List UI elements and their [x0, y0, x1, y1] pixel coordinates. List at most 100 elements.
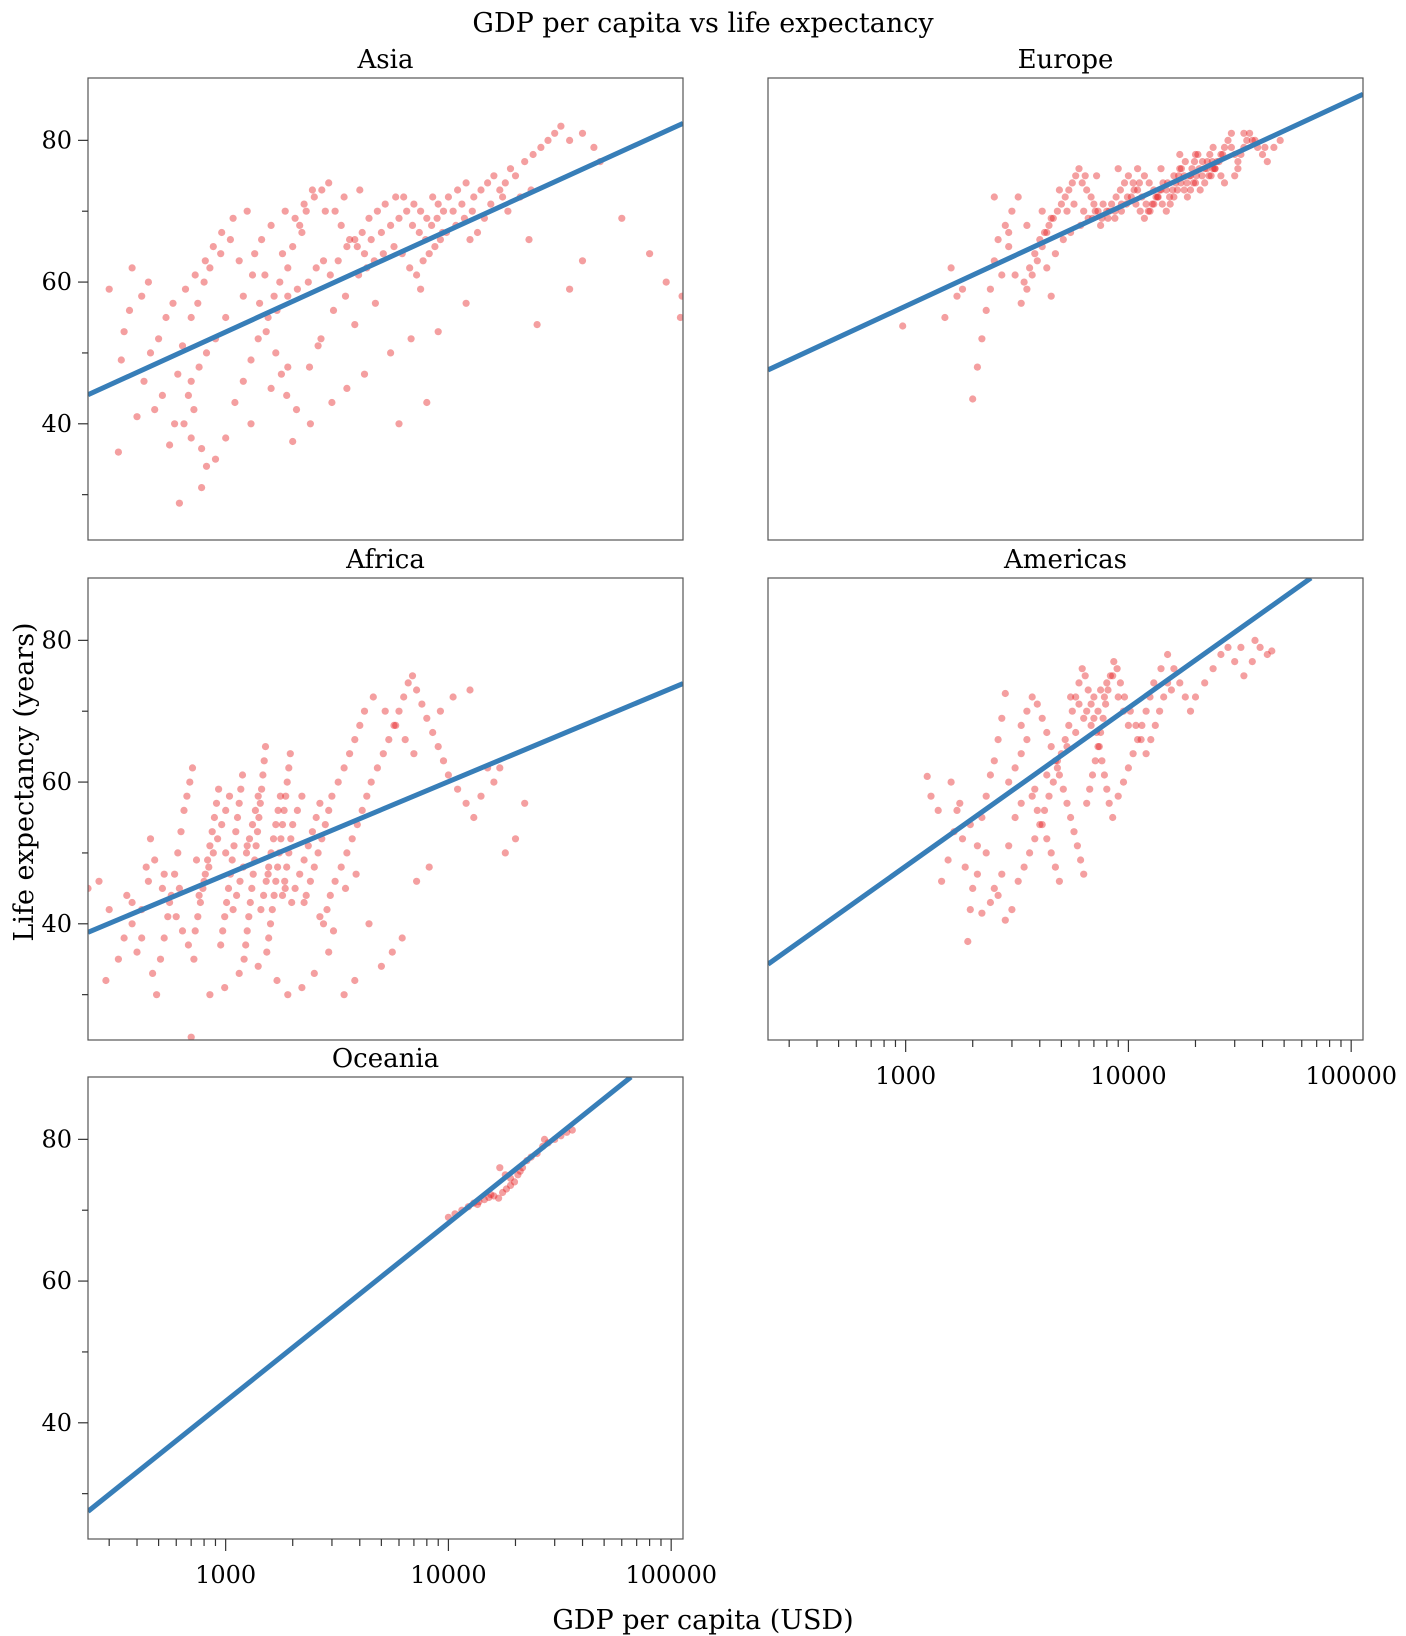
scatter-point [1059, 785, 1067, 793]
scatter-point [1081, 672, 1089, 680]
scatter-point [1073, 842, 1081, 850]
scatter-point [1166, 193, 1174, 201]
y-tick-label: 60 [41, 268, 72, 296]
scatter-point [1097, 686, 1105, 694]
scatter-point [392, 193, 400, 201]
scatter-point [233, 813, 242, 822]
scatter-point [434, 328, 442, 336]
scatter-point [1026, 849, 1034, 857]
scatter-point [436, 236, 444, 244]
scatter-point [158, 884, 166, 893]
scatter-point [413, 877, 421, 885]
scatter-point [1014, 193, 1022, 201]
scatter-point [360, 707, 369, 715]
scatter-point [151, 406, 159, 414]
scatter-point [272, 821, 280, 829]
scatter-point [566, 285, 574, 293]
scatter-point [172, 913, 180, 921]
panel-title: Americas [1003, 545, 1127, 575]
scatter-point [158, 391, 166, 399]
scatter-point [1231, 172, 1239, 180]
scatter-point [123, 891, 131, 900]
scatter-point [187, 1033, 195, 1040]
scatter-point [1162, 207, 1170, 215]
scatter-point [1049, 778, 1057, 786]
scatter-point [340, 193, 348, 201]
scatter-point [1036, 821, 1044, 829]
scatter-point [1047, 743, 1055, 751]
scatter-point [1097, 221, 1105, 229]
scatter-point [224, 884, 233, 893]
scatter-point [1224, 136, 1232, 144]
scatter-point [1038, 207, 1046, 215]
scatter-point [192, 856, 201, 864]
scatter-point [1116, 186, 1124, 194]
scatter-point [222, 434, 230, 442]
scatter-point [293, 285, 301, 293]
scatter-point [1129, 750, 1137, 758]
scatter-point [425, 250, 433, 258]
scatter-point [1065, 721, 1073, 730]
scatter-point [133, 948, 141, 956]
scatter-point [1094, 207, 1102, 215]
scatter-point [1137, 736, 1145, 744]
scatter-point [1023, 707, 1031, 715]
scatter-point [1270, 143, 1278, 151]
scatter-point [998, 870, 1006, 878]
scatter-point [1217, 172, 1225, 180]
scatter-point [265, 934, 273, 942]
scatter-point [373, 207, 381, 215]
scatter-point [1251, 636, 1259, 645]
scatter-point [485, 1193, 493, 1202]
scatter-point [242, 849, 251, 857]
scatter-point [151, 856, 159, 864]
scatter-point [1068, 707, 1076, 715]
scatter-point [1005, 228, 1013, 237]
scatter-point [1227, 143, 1235, 151]
scatter-point [195, 363, 203, 371]
scatter-point [1070, 828, 1078, 836]
scatter-point [258, 785, 266, 793]
scatter-point [278, 821, 287, 829]
scatter-point [260, 757, 268, 765]
scatter-point [291, 214, 299, 222]
scatter-point [462, 299, 470, 307]
scatter-point [144, 278, 152, 286]
scatter-point [400, 193, 408, 201]
scatter-point [133, 413, 141, 421]
scatter-point [293, 806, 301, 815]
scatter-point [276, 792, 284, 800]
scatter-point [1008, 207, 1016, 215]
scatter-point [504, 207, 512, 215]
scatter-point [413, 686, 421, 694]
scatter-point [1134, 736, 1142, 744]
scatter-point [1026, 264, 1034, 272]
scatter-point [243, 927, 251, 935]
panel-europe: Europe [767, 45, 1364, 541]
scatter-point [994, 891, 1002, 900]
scatter-point [328, 792, 336, 800]
y-tick-label: 60 [41, 768, 72, 796]
scatter-point [337, 221, 345, 229]
scatter-point [392, 721, 400, 730]
scatter-point [1061, 736, 1069, 744]
scatter-point [1140, 214, 1148, 222]
scatter-point [958, 285, 967, 293]
scatter-point [506, 1181, 515, 1189]
scatter-point [1038, 821, 1046, 829]
scatter-point [222, 806, 230, 815]
scatter-point [351, 736, 359, 744]
scatter-point [267, 221, 275, 229]
scatter-point [292, 406, 301, 414]
scatter-point [462, 179, 470, 187]
scatter-point [433, 214, 441, 222]
scatter-point [206, 264, 214, 272]
scatter-point [973, 363, 982, 371]
scatter-point [454, 186, 462, 194]
scatter-point [259, 771, 267, 779]
scatter-point [265, 863, 273, 871]
scatter-point [1094, 707, 1102, 715]
scatter-point [171, 420, 179, 428]
scatter-point [986, 771, 995, 779]
